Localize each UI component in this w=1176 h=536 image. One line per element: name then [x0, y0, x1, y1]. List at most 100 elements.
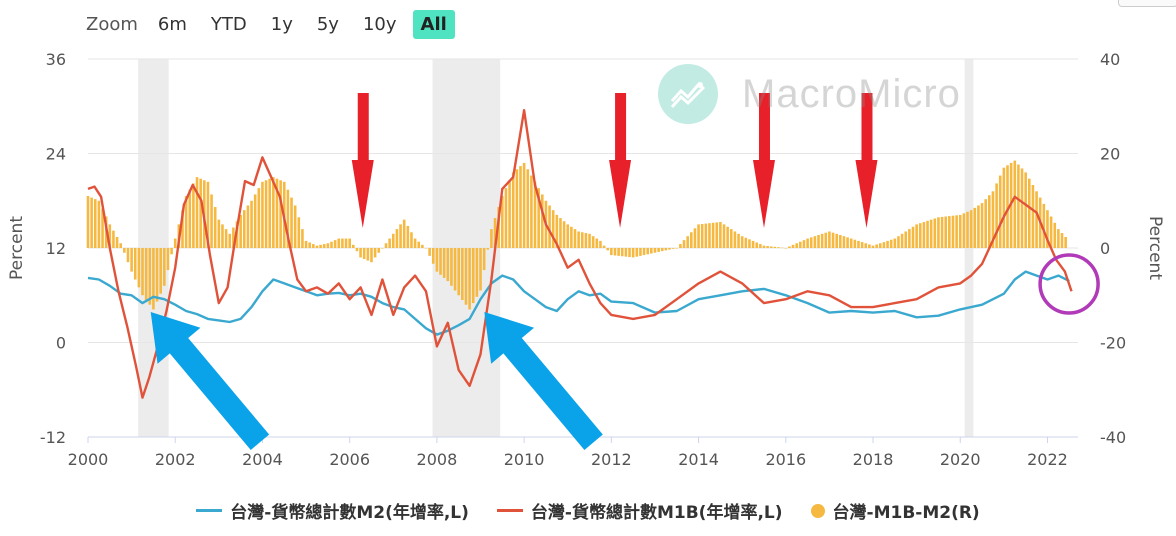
zoom-6m-button[interactable]: 6m	[157, 13, 187, 35]
diff-bar	[577, 231, 580, 248]
diff-bar	[602, 245, 606, 248]
diff-bar	[839, 235, 842, 248]
diff-bar	[962, 213, 966, 248]
legend-item-m1b[interactable]: 台灣-貨幣總計數M1B(年增率,L)	[496, 498, 783, 523]
diff-bar	[791, 244, 795, 248]
diff-bar	[388, 238, 391, 248]
series-m2-line	[87, 270, 1070, 336]
legend-item-m2[interactable]: 台灣-貨幣總計數M2(年增率,L)	[196, 498, 469, 523]
diff-bar	[926, 220, 929, 248]
diff-bar	[704, 223, 708, 248]
diff-bar	[479, 248, 482, 291]
x-tick-label: 2010	[504, 450, 545, 469]
y-right-tick-label: 20	[1100, 145, 1120, 164]
zoom-10y-button[interactable]: 10y	[362, 13, 397, 35]
red-arrow-head	[351, 160, 374, 228]
diff-bar	[868, 244, 871, 248]
diff-bar	[337, 238, 341, 248]
diff-bar	[184, 196, 188, 248]
legend-item-diff[interactable]: 台灣-M1B-M2(R)	[810, 498, 980, 523]
diff-bar	[366, 248, 370, 261]
zoom-all-button[interactable]: All	[412, 9, 455, 39]
diff-bar	[1064, 236, 1067, 248]
diff-bar	[195, 177, 199, 248]
diff-bar	[504, 188, 508, 248]
y-left-axis-title: Percent	[7, 216, 27, 280]
diff-bar	[406, 225, 410, 248]
diff-bar	[108, 224, 112, 248]
blue-arrow-shape	[150, 312, 270, 450]
diff-bar	[115, 236, 119, 248]
diff-bar	[642, 248, 646, 256]
diff-bar	[435, 248, 439, 272]
diff-bar	[751, 240, 755, 248]
menu-tab-icon[interactable]	[1118, 0, 1176, 7]
diff-bar	[1017, 164, 1020, 248]
red-down-arrow-icon	[351, 93, 374, 228]
zoom-ytd-button[interactable]: YTD	[210, 13, 247, 35]
diff-bar	[813, 236, 817, 248]
diff-bar	[464, 248, 468, 305]
zoom-5y-button[interactable]: 5y	[316, 13, 339, 35]
watermark-text: MacroMicro	[742, 71, 961, 116]
diff-bar	[326, 243, 330, 248]
diff-bar	[995, 183, 998, 248]
diff-bar	[181, 210, 184, 248]
legend-dot-icon	[810, 503, 825, 518]
diff-bar	[853, 239, 857, 248]
diff-bar	[239, 214, 242, 248]
diff-bar	[210, 194, 213, 248]
diff-bar	[152, 248, 155, 310]
diff-bar	[795, 243, 799, 248]
diff-bar	[991, 191, 995, 248]
diff-bar	[722, 224, 726, 248]
highlight-circle	[1038, 253, 1100, 315]
diff-bar	[173, 238, 177, 248]
x-tick-label: 2020	[940, 450, 981, 469]
diff-bar	[130, 248, 133, 272]
diff-bar	[1002, 167, 1006, 248]
diff-bar	[341, 238, 344, 248]
blue-up-left-arrow-icon	[484, 312, 603, 450]
diff-bar	[206, 181, 210, 248]
diff-bar	[831, 232, 835, 248]
red-arrow-head	[609, 160, 632, 228]
diff-bar	[312, 244, 315, 248]
y-left-tick-label: -12	[40, 428, 66, 447]
diff-bar	[442, 248, 446, 278]
diff-bar	[617, 248, 620, 256]
diff-bar	[257, 188, 261, 248]
diff-bar	[595, 238, 599, 248]
x-tick-label: 2014	[678, 450, 719, 469]
diff-bar	[217, 219, 221, 248]
diff-bar	[620, 248, 624, 257]
diff-bar	[290, 197, 293, 248]
diff-bar	[664, 248, 668, 251]
diff-bar	[784, 248, 788, 249]
diff-bar	[646, 248, 649, 255]
diff-bar	[471, 248, 475, 304]
diff-bar	[97, 200, 101, 248]
zoom-1y-button[interactable]: 1y	[270, 13, 293, 35]
diff-bar	[1027, 178, 1031, 248]
diff-bar	[824, 232, 828, 248]
diff-bar	[279, 180, 282, 248]
diff-bar	[112, 230, 115, 248]
diff-bar	[835, 233, 838, 248]
diff-bar	[86, 196, 90, 248]
diff-bar	[126, 248, 130, 263]
red-down-arrow-icon	[609, 93, 632, 228]
diff-bar	[708, 223, 711, 248]
diff-bar	[897, 236, 900, 248]
diff-bar	[213, 207, 217, 248]
diff-bar	[969, 210, 973, 248]
diff-bar	[711, 222, 715, 248]
diff-bar	[304, 240, 308, 248]
macromicro-logo-icon	[658, 64, 718, 124]
diff-bar	[657, 248, 660, 252]
diff-bar	[221, 224, 224, 248]
diff-bar	[413, 238, 417, 248]
diff-bar	[769, 246, 773, 248]
red-down-arrow-icon	[855, 93, 878, 228]
diff-bar	[875, 244, 878, 248]
